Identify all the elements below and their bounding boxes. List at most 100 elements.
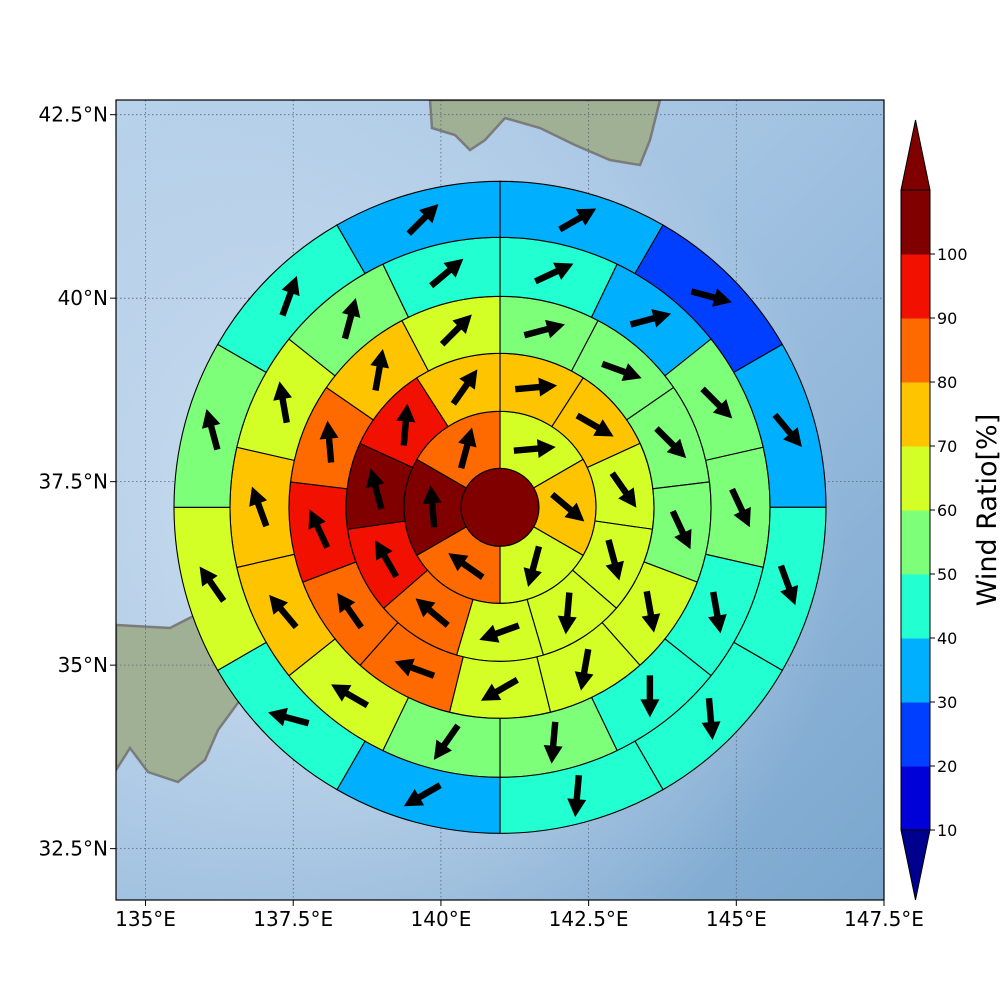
wind-arrow xyxy=(429,258,464,289)
colorbar-tick-label: 30 xyxy=(937,693,957,712)
wind-arrow-shape xyxy=(0,0,10,20)
wind-arrow xyxy=(640,675,660,718)
wind-arrow xyxy=(450,369,478,406)
wind-arrows xyxy=(0,0,802,818)
wind-arrow-shape xyxy=(640,675,660,718)
wind-arrow-shape xyxy=(308,509,331,549)
colorbar-tick-label: 50 xyxy=(937,565,957,584)
wind-arrow-shape xyxy=(0,0,10,20)
wind-arrow-shape xyxy=(0,0,10,20)
wind-arrow xyxy=(273,381,292,424)
lon-tick-label: 137.5°E xyxy=(253,907,333,931)
wind-arrow-shape xyxy=(558,208,597,233)
wind-arrow xyxy=(480,677,519,701)
wind-arrow-shape xyxy=(0,0,10,20)
wind-arrow-shape xyxy=(370,349,390,391)
lat-tick-label: 42.5°N xyxy=(39,103,109,127)
colorbar-segment xyxy=(901,446,930,511)
wind-arrow xyxy=(0,0,10,20)
colorbar-tick-label: 10 xyxy=(937,821,957,840)
wind-arrow xyxy=(641,590,661,633)
wind-arrow-shape xyxy=(375,540,400,579)
wind-arrow-shape xyxy=(273,381,292,424)
wind-arrow-shape xyxy=(0,0,10,20)
wind-arrow-shape xyxy=(319,420,339,463)
wind-arrow xyxy=(415,598,450,628)
wind-arrow-shape xyxy=(458,427,477,470)
wind-arrow xyxy=(523,319,565,339)
wind-arrow xyxy=(268,707,310,727)
wind-arrow xyxy=(439,314,472,347)
wind-arrow-shape xyxy=(396,403,416,446)
wind-arrow-shape xyxy=(249,486,270,528)
wind-arrow-shape xyxy=(0,0,10,20)
wind-arrow xyxy=(567,774,587,818)
colorbar-segment xyxy=(901,766,930,831)
wind-arrow xyxy=(331,684,370,709)
wind-arrow xyxy=(337,592,364,630)
colorbar-segment xyxy=(901,190,930,255)
wind-arrow xyxy=(319,420,339,463)
map-frame xyxy=(115,99,885,901)
wind-arrow xyxy=(534,262,574,285)
hokkaido-landmass xyxy=(428,100,662,167)
latitude-axis: 42.5°N 40°N 37.5°N 35°N 32.5°N xyxy=(39,103,116,861)
wind-arrow xyxy=(514,377,558,397)
wind-arrow xyxy=(557,592,577,635)
wind-arrow-shape xyxy=(406,203,439,236)
wind-arrow-shape xyxy=(609,471,637,508)
lat-tick-label: 35°N xyxy=(58,653,108,677)
wind-arrow xyxy=(366,468,385,510)
wind-arrow-shape xyxy=(669,509,692,550)
wind-arrow xyxy=(458,427,477,470)
wind-arrow-shape xyxy=(543,721,563,764)
wind-arrow-shape xyxy=(0,0,10,20)
wind-arrow xyxy=(422,485,442,528)
wind-arrow-shape xyxy=(708,591,727,634)
wind-arrow xyxy=(201,408,221,451)
wind-arrow xyxy=(0,0,10,20)
wind-arrow xyxy=(690,288,732,307)
wind-arrow xyxy=(574,648,594,691)
wind-arrow-shape xyxy=(0,0,10,20)
wind-arrow xyxy=(708,591,727,634)
wind-arrow xyxy=(575,412,614,437)
wind-arrow xyxy=(0,0,10,20)
wind-arrow-shape xyxy=(337,592,364,630)
wind-arrow xyxy=(479,622,520,643)
colorbar-segment xyxy=(901,638,930,703)
wind-arrow-shape xyxy=(450,369,478,406)
wind-arrow-shape xyxy=(480,677,519,701)
colorbar-segment xyxy=(901,702,930,767)
wind-arrow-shape xyxy=(777,564,799,606)
wind-arrow xyxy=(308,509,331,549)
wind-arrow-shape xyxy=(574,648,594,691)
wind-arrow xyxy=(396,403,416,446)
wind-arrow xyxy=(403,782,442,807)
colorbar-segment xyxy=(901,382,930,447)
wind-arrow xyxy=(0,0,10,20)
wind-arrow-shape xyxy=(654,426,687,459)
wind-arrow-shape xyxy=(366,468,385,510)
wind-arrow-shape xyxy=(700,386,733,419)
wind-arrow xyxy=(0,0,10,20)
colorbar-segment xyxy=(901,574,930,639)
wind-arrow xyxy=(279,275,300,317)
wind-arrow xyxy=(523,545,543,588)
wind-arrow-shape xyxy=(513,439,556,459)
wind-arrow xyxy=(513,439,556,459)
colorbar-tick-label: 80 xyxy=(937,373,957,392)
wind-arrow xyxy=(558,208,597,233)
wind-arrow-shape xyxy=(403,782,442,807)
wind-arrow-shape xyxy=(0,0,10,20)
wind-arrow xyxy=(605,539,624,581)
wind-arrow-shape xyxy=(479,622,520,643)
wind-arrow xyxy=(199,566,227,603)
colorbar-tick-label: 20 xyxy=(937,757,957,776)
wind-arrow xyxy=(543,721,563,764)
wind-arrow xyxy=(669,509,692,550)
lon-tick-label: 142.5°E xyxy=(549,907,629,931)
wind-arrow-shape xyxy=(567,774,587,818)
wind-arrow xyxy=(629,309,672,328)
lon-tick-label: 147.5°E xyxy=(844,907,924,931)
